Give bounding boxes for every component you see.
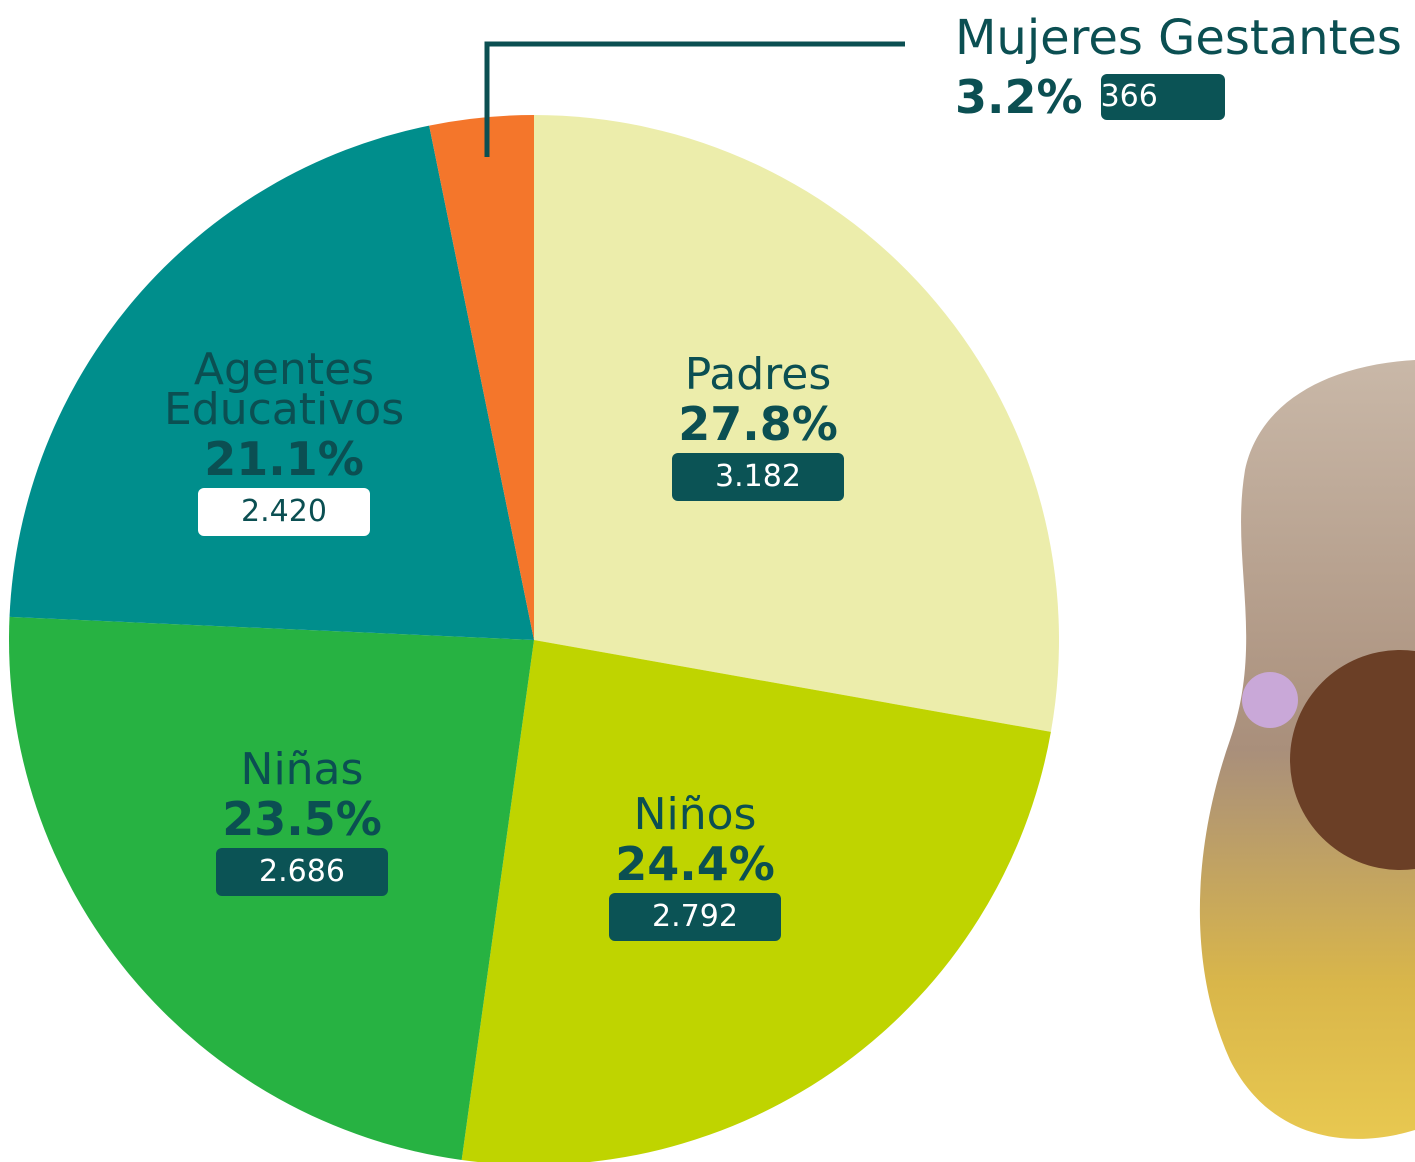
percent-label: 24.4% — [535, 835, 855, 893]
count-badge: 2.420 — [198, 488, 370, 536]
category-name: Agentes Educativos — [164, 350, 404, 430]
category-name: Niñas — [142, 750, 462, 790]
category-name: Niños — [535, 795, 855, 835]
photo-flower — [1242, 672, 1298, 728]
count-badge: 366 — [1101, 74, 1225, 120]
percent-label: 21.1% — [164, 430, 404, 488]
value-row: 3.2% 366 — [955, 68, 1402, 126]
chart — [0, 0, 1415, 1162]
percent-label: 23.5% — [142, 790, 462, 848]
percent-label: 27.8% — [598, 395, 918, 453]
category-name: Padres — [598, 355, 918, 395]
category-name: Mujeres Gestantes — [955, 8, 1402, 68]
count-badge: 3.182 — [672, 453, 844, 501]
page: {"chart_data": {"type": "pie", "categori… — [0, 0, 1415, 1162]
count-badge: 2.792 — [609, 893, 781, 941]
count-badge: 2.686 — [216, 848, 388, 896]
percent-label: 3.2% — [955, 68, 1083, 126]
